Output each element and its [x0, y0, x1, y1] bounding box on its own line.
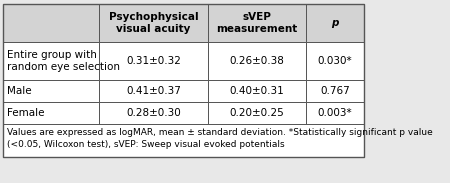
Bar — [3, 4, 99, 42]
Text: p: p — [331, 18, 339, 28]
Bar — [208, 102, 306, 124]
Bar — [306, 4, 364, 42]
Bar — [208, 4, 306, 42]
Bar — [208, 42, 306, 80]
Bar — [99, 80, 208, 102]
Text: 0.28±0.30: 0.28±0.30 — [126, 108, 181, 118]
Text: Values are expressed as logMAR, mean ± standard deviation. *Statistically signif: Values are expressed as logMAR, mean ± s… — [6, 128, 432, 149]
Text: sVEP
measurement: sVEP measurement — [216, 12, 298, 34]
Bar — [306, 80, 364, 102]
Bar — [306, 102, 364, 124]
Text: 0.767: 0.767 — [320, 86, 350, 96]
Bar — [208, 80, 306, 102]
Text: 0.40±0.31: 0.40±0.31 — [230, 86, 284, 96]
Text: 0.26±0.38: 0.26±0.38 — [230, 56, 284, 66]
Text: Psychophysical
visual acuity: Psychophysical visual acuity — [109, 12, 198, 34]
Bar — [3, 124, 364, 157]
Text: Male: Male — [7, 86, 32, 96]
Bar — [3, 4, 364, 157]
Bar — [99, 4, 208, 42]
Bar — [99, 42, 208, 80]
Bar — [3, 80, 99, 102]
Text: Entire group with
random eye selection: Entire group with random eye selection — [7, 50, 120, 72]
Text: Female: Female — [7, 108, 45, 118]
Bar — [3, 102, 99, 124]
Text: 0.030*: 0.030* — [318, 56, 352, 66]
Text: 0.20±0.25: 0.20±0.25 — [230, 108, 284, 118]
Bar — [3, 42, 99, 80]
Text: 0.003*: 0.003* — [318, 108, 352, 118]
Text: 0.31±0.32: 0.31±0.32 — [126, 56, 181, 66]
Bar — [99, 102, 208, 124]
Text: 0.41±0.37: 0.41±0.37 — [126, 86, 181, 96]
Bar — [306, 42, 364, 80]
